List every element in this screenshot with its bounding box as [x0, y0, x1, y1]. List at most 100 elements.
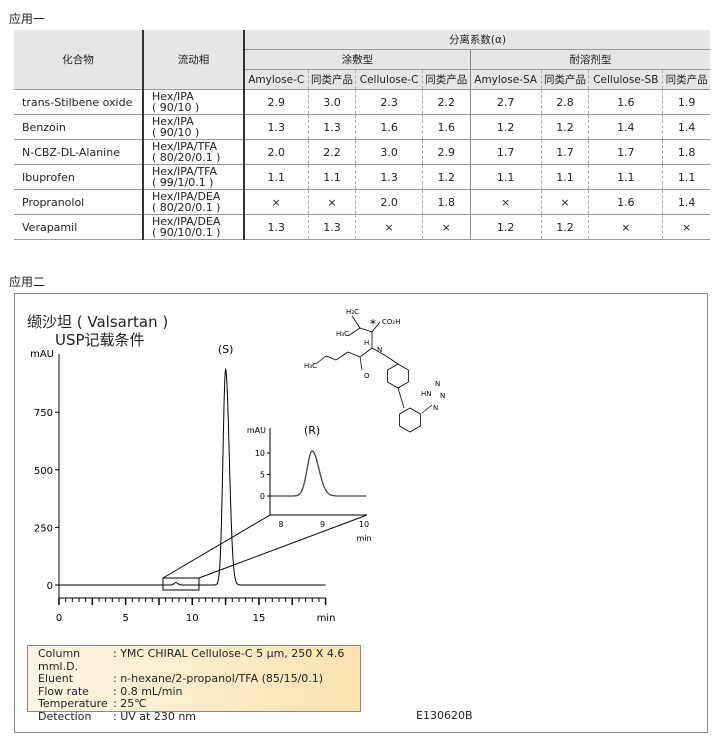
bond	[371, 347, 387, 357]
inset-x-tick-label: 8	[278, 520, 283, 529]
bond	[359, 327, 373, 333]
mobile-ratio: ( 99/1/0.1 )	[152, 176, 214, 189]
mobile-phase-cell: Hex/IPA( 90/10 )	[142, 114, 244, 140]
condition-row: Detection: UV at 230 nm	[38, 710, 360, 724]
alpha-cell: 1.2	[469, 214, 542, 240]
column-header: 同类产品	[662, 69, 710, 90]
structure-label: N	[433, 404, 438, 412]
header-coated: 涂敷型	[242, 49, 471, 70]
structure-label: N	[377, 346, 382, 354]
conditions-box: Column: YMC CHIRAL Cellulose-C 5 μm, 250…	[27, 645, 361, 722]
alpha-cell: 2.2	[307, 139, 356, 165]
mobile-ratio: ( 80/20/0.1 )	[152, 201, 221, 214]
alpha-cell: 2.9	[421, 139, 471, 165]
compound-cell: Benzoin	[14, 114, 143, 140]
section-label-2: 应用二	[9, 275, 46, 289]
header-compound: 化合物	[14, 30, 143, 90]
inset-x-tick-label: 10	[359, 520, 369, 529]
alpha-cell: 1.2	[421, 164, 471, 190]
bond	[385, 355, 399, 365]
table-row: Propranolol Hex/IPA/DEA( 80/20/0.1 ) × × 2.0…	[14, 189, 710, 215]
alpha-cell: 1.6	[355, 114, 423, 140]
alpha-cell: 1.6	[588, 189, 663, 215]
y-tick-label: 250	[34, 523, 53, 534]
figure-title: 缬沙坦 ( Valsartan )	[27, 313, 169, 331]
bond	[359, 356, 363, 371]
y-tick-label: 500	[34, 466, 53, 477]
bond	[371, 321, 381, 333]
alpha-cell: ×	[662, 214, 710, 240]
alpha-cell: 3.0	[307, 89, 356, 115]
bond	[397, 387, 405, 409]
alpha-cell: 2.3	[355, 89, 423, 115]
alpha-cell: 1.7	[469, 139, 542, 165]
condition-label: Column	[38, 647, 81, 660]
condition-label: Temperature	[38, 697, 108, 710]
condition-label: Flow rate	[38, 684, 89, 698]
alpha-cell: 1.2	[540, 214, 589, 240]
column-header: 同类产品	[421, 69, 471, 90]
alpha-cell: 1.1	[588, 164, 663, 190]
condition-row: Column: YMC CHIRAL Cellulose-C 5 μm, 250…	[38, 647, 360, 673]
y-tick-label: 0	[47, 581, 53, 592]
column-header: Amylose-C	[242, 69, 309, 90]
compound-cell: Ibuprofen	[14, 164, 143, 190]
condition-value: : YMC CHIRAL Cellulose-C 5 μm, 250 X 4.6…	[38, 647, 345, 673]
x-tick-label: 10	[186, 613, 199, 624]
mobile-phase-cell: Hex/IPA/DEA( 90/10/0.1 )	[142, 214, 244, 240]
alpha-cell: 1.6	[421, 114, 471, 140]
bond	[335, 351, 349, 361]
alpha-cell: 1.2	[469, 114, 542, 140]
alpha-cell: 1.3	[307, 214, 356, 240]
mobile-phase: Hex/IPA/TFA	[152, 165, 218, 178]
compound-cell: Propranolol	[14, 189, 143, 215]
mobile-phase-cell: Hex/IPA/TFA( 80/20/0.1 )	[142, 139, 244, 165]
chromatogram-trace	[59, 368, 326, 586]
structure-label: O	[364, 372, 370, 380]
table-row: Ibuprofen Hex/IPA/TFA( 99/1/0.1 ) 1.1 1.1 1.…	[14, 164, 710, 190]
bond	[347, 327, 361, 337]
mobile-ratio: ( 80/20/0.1 )	[152, 151, 221, 164]
alpha-cell: 1.9	[662, 89, 710, 115]
zoom-line	[198, 514, 368, 579]
alpha-cell: 1.7	[588, 139, 663, 165]
table-row: Benzoin Hex/IPA( 90/10 ) 1.3 1.3 1.6 1.6 1.2 1.…	[14, 114, 710, 140]
structure-label: N	[440, 392, 445, 400]
inset-y-axis-label: mAU	[247, 426, 266, 435]
structure-label: H₃C	[304, 362, 317, 370]
column-header: Cellulose-C	[355, 69, 423, 90]
column-header: Cellulose-SB	[588, 69, 663, 90]
header-alpha: 分离系数(α)	[243, 30, 710, 50]
figure-code: E130620B	[416, 709, 473, 722]
y-axis-label: mAU	[30, 349, 54, 360]
inset-trace	[270, 450, 367, 497]
x-tick-label: 5	[122, 613, 128, 624]
structure-label: H₃C	[336, 330, 349, 338]
alpha-cell: ×	[355, 214, 423, 240]
chromatogram-figure: 缬沙坦 ( Valsartan ) USP记载条件	[14, 293, 708, 733]
mobile-phase: Hex/IPA/DEA	[152, 215, 221, 228]
inset-y-tick-label: 5	[260, 471, 265, 480]
bond	[421, 404, 433, 414]
benzene-ring	[387, 363, 409, 389]
header-mobile-phase: 流动相	[142, 30, 244, 90]
structure-label: H₃C	[346, 308, 359, 316]
peak-label-r: (R)	[304, 424, 320, 437]
bond	[347, 351, 361, 358]
structure-label: N	[435, 380, 440, 388]
condition-row: Flow rate: 0.8 mL/min	[38, 684, 360, 699]
mobile-phase: Hex/IPA/DEA	[152, 190, 221, 203]
alpha-cell: 1.3	[307, 114, 356, 140]
structure-label: *	[370, 317, 376, 331]
mobile-ratio: ( 90/10 )	[152, 126, 200, 139]
condition-value: : n-hexane/2-propanol/TFA (85/15/0.1)	[113, 672, 324, 685]
compound-cell: N-CBZ-DL-Alanine	[14, 139, 143, 165]
x-tick-label: 0	[56, 613, 62, 624]
alpha-cell: 1.7	[540, 139, 589, 165]
bond	[359, 347, 373, 358]
alpha-cell: 1.2	[540, 114, 589, 140]
alpha-cell: 1.1	[540, 164, 589, 190]
alpha-cell: 1.4	[662, 189, 710, 215]
alpha-cell: 2.9	[242, 89, 309, 115]
